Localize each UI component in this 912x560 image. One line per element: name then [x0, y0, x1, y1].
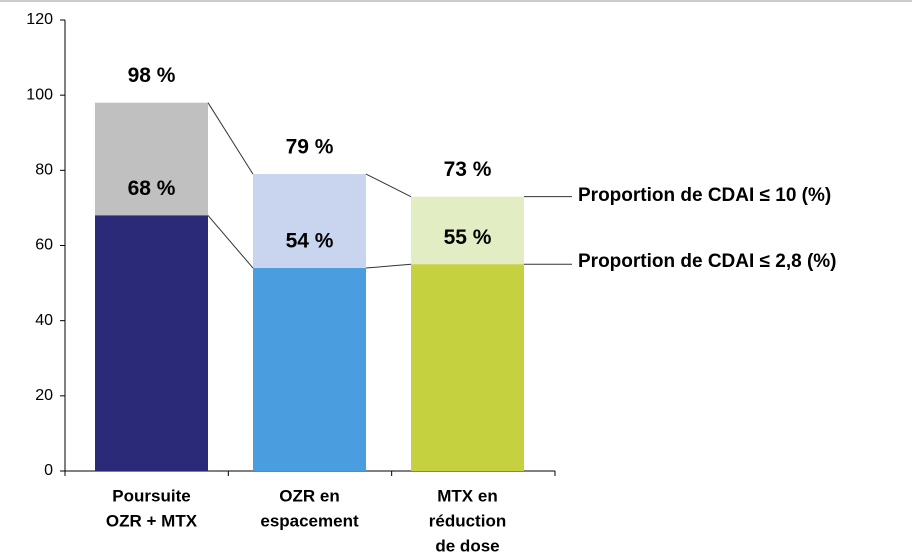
value-label: 79 %: [286, 136, 334, 159]
value-label: 54 %: [286, 230, 334, 253]
legend-label: Proportion de CDAI ≤ 2,8 (%): [578, 251, 837, 272]
connector: [365, 263, 412, 269]
x-tick-label: de dose: [435, 536, 499, 555]
x-tick-label: OZR en: [279, 486, 339, 505]
connector: [207, 102, 254, 175]
value-label: 73 %: [444, 158, 492, 181]
y-tick-label: 20: [35, 387, 53, 404]
bar: [95, 215, 208, 471]
value-label: 68 %: [128, 177, 176, 200]
value-label: 55 %: [444, 226, 492, 249]
legend-label: Proportion de CDAI ≤ 10 (%): [578, 185, 831, 206]
x-tick-label: réduction: [429, 511, 506, 530]
x-tick-label: espacement: [260, 511, 359, 530]
value-label: 98 %: [128, 64, 176, 87]
connector: [207, 215, 254, 269]
y-tick-label: 80: [35, 162, 53, 179]
x-tick-label: OZR + MTX: [106, 511, 198, 530]
x-tick-label: MTX en: [437, 486, 497, 505]
y-tick-label: 100: [26, 86, 53, 103]
x-tick-label: Poursuite: [112, 486, 190, 505]
connector: [365, 173, 412, 198]
y-tick-label: 120: [26, 11, 53, 28]
y-tick-label: 60: [35, 237, 53, 254]
bar: [253, 268, 366, 471]
bar: [411, 264, 524, 471]
y-tick-label: 40: [35, 312, 53, 329]
y-tick-label: 0: [44, 462, 53, 479]
